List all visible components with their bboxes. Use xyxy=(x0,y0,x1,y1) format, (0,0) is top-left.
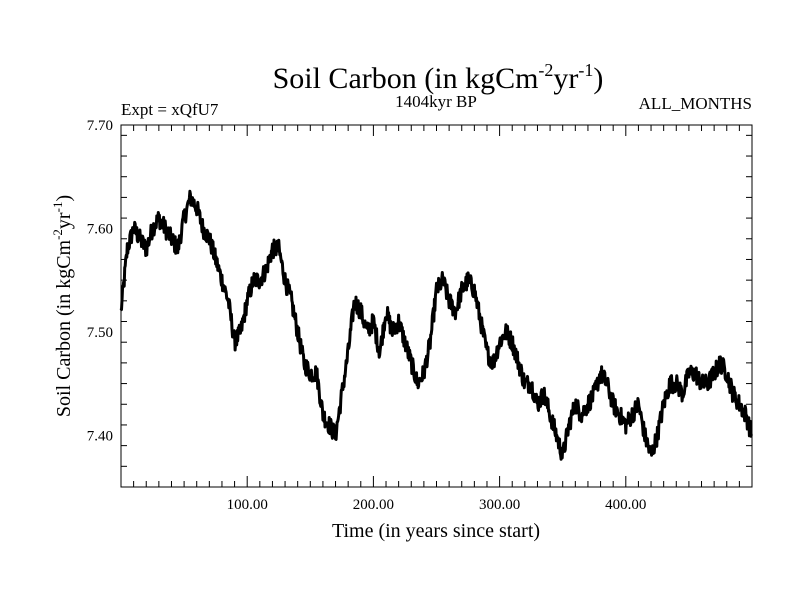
ylabel-mid: yr xyxy=(53,212,75,229)
y-tick-label: 7.50 xyxy=(87,325,113,341)
title-sup1: -2 xyxy=(538,60,553,80)
y-tick-label: 7.60 xyxy=(87,221,113,237)
y-axis-title: Soil Carbon (in kgCm-2yr-1) xyxy=(50,195,75,417)
y-tick-label: 7.70 xyxy=(87,118,113,134)
series-line xyxy=(119,189,753,461)
chart-title: Soil Carbon (in kgCm-2yr-1) xyxy=(273,60,604,95)
ticks-group xyxy=(121,125,752,487)
x-tick-label: 100.00 xyxy=(227,497,268,513)
title-sup2: -1 xyxy=(578,60,593,80)
x-tick-label: 300.00 xyxy=(479,497,520,513)
x-axis-title: Time (in years since start) xyxy=(332,520,540,542)
ylabel-main: Soil Carbon (in kgCm xyxy=(53,239,75,417)
y-tick-label: 7.40 xyxy=(87,428,113,444)
ylabel-end: ) xyxy=(53,195,75,202)
title-mid: yr xyxy=(553,62,578,95)
ylabel-sup2: -1 xyxy=(50,202,65,213)
title-end: ) xyxy=(593,62,603,95)
title-main: Soil Carbon (in kgCm xyxy=(273,62,539,95)
x-tick-label: 400.00 xyxy=(605,497,646,513)
period-label: 1404kyr BP xyxy=(395,92,477,111)
ylabel-sup1: -2 xyxy=(50,229,65,240)
tick-labels-group: 100.00 200.00 300.00 400.00 7.40 7.50 7.60 7.70 xyxy=(87,118,647,513)
experiment-label: Expt = xQfU7 xyxy=(121,100,219,119)
months-label: ALL_MONTHS xyxy=(639,94,752,113)
x-tick-label: 200.00 xyxy=(353,497,394,513)
